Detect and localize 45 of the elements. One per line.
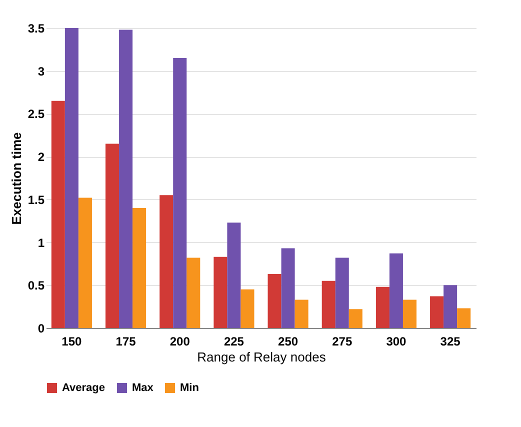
bar — [322, 280, 336, 328]
bar — [457, 308, 471, 328]
bar — [389, 253, 403, 328]
y-tick-label: 0 — [38, 322, 45, 336]
bar — [51, 100, 65, 328]
x-tick-label: 225 — [224, 334, 244, 348]
x-tick-label: 250 — [278, 334, 298, 348]
bar — [430, 296, 444, 328]
bar — [376, 286, 390, 328]
bar — [281, 248, 295, 328]
bar — [160, 195, 174, 328]
legend-label: Max — [132, 382, 154, 394]
bar — [173, 58, 187, 328]
legend-label: Min — [180, 382, 200, 394]
bar — [105, 144, 120, 328]
x-tick-label: 200 — [170, 334, 190, 348]
legend-label: Average — [62, 382, 106, 394]
bar — [119, 30, 133, 328]
bar — [335, 258, 349, 328]
bar — [78, 198, 92, 328]
y-axis-title: Execution time — [8, 132, 24, 225]
y-tick-label: 3 — [38, 64, 45, 78]
y-tick-label: 2.5 — [28, 107, 45, 122]
bar — [240, 289, 254, 328]
bar — [186, 258, 200, 328]
x-axis-title: Range of Relay nodes — [197, 350, 326, 364]
bar — [348, 309, 362, 328]
bar — [214, 256, 228, 328]
x-tick-label: 300 — [386, 334, 407, 348]
bar — [402, 300, 417, 328]
x-tick-label: 325 — [440, 334, 461, 348]
bar — [64, 28, 78, 328]
y-tick-label: 1 — [38, 236, 45, 250]
y-tick-label: 3.5 — [28, 22, 45, 36]
bar — [294, 300, 308, 328]
y-tick-label: 1.5 — [28, 192, 45, 207]
y-tick-label: 2 — [38, 150, 45, 164]
bar — [268, 274, 282, 328]
y-tick-label: 0.5 — [28, 278, 45, 293]
x-tick-label: 150 — [62, 334, 82, 348]
bar — [132, 208, 146, 328]
bar — [444, 285, 458, 328]
x-tick-label: 175 — [116, 334, 136, 348]
bar — [227, 222, 241, 328]
x-tick-label: 275 — [332, 334, 352, 348]
